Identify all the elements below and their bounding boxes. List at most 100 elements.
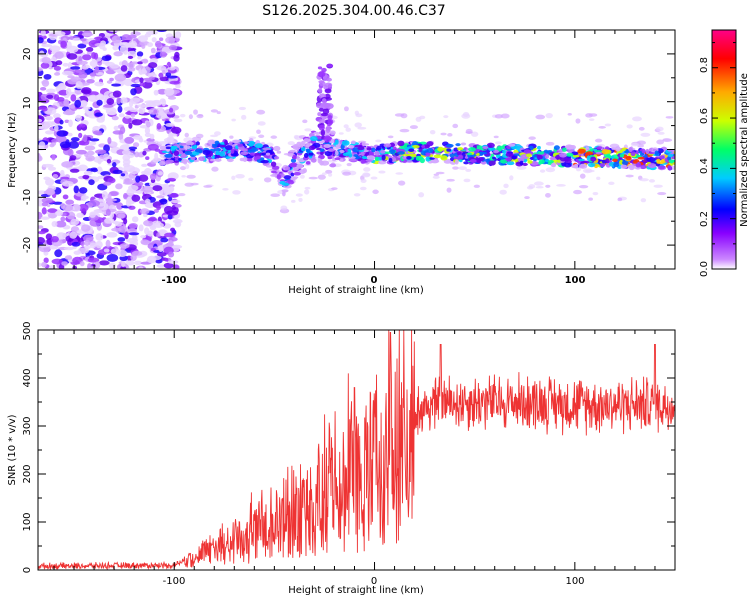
spectrogram-noise-blob — [68, 119, 73, 128]
spectrogram-halo-blob — [308, 176, 318, 180]
spectrogram-noise-blob — [167, 172, 179, 180]
spectrogram-halo-blob — [331, 187, 338, 190]
spectrogram-noise-blob — [165, 122, 175, 127]
spectrogram-halo-blob — [429, 129, 436, 135]
spectrogram-noise-blob — [50, 235, 59, 243]
spectrogram-signal-blob — [479, 151, 488, 155]
spectrogram-noise-blob — [93, 130, 103, 136]
spectrogram-signal-blob — [645, 148, 650, 154]
spectrogram-noise-blob — [94, 149, 107, 154]
spectrogram-signal-blob — [430, 159, 439, 164]
spectrogram-noise-blob — [75, 81, 83, 89]
spectrogram-noise-blob — [74, 99, 82, 108]
spectrogram-noise-blob — [80, 241, 85, 247]
spectrogram-halo-blob — [304, 128, 312, 132]
spectrogram-ytick-3: -10 — [22, 189, 33, 205]
spectrogram-noise-blob — [97, 60, 103, 66]
spectrogram-noise-blob — [41, 106, 48, 112]
spectrogram-signal-blob — [446, 148, 452, 152]
spectrogram-noise-blob — [122, 158, 131, 166]
spectrogram-halo-blob — [317, 174, 326, 180]
spectrogram-halo-blob — [604, 123, 612, 127]
spectrogram-halo-blob — [203, 185, 213, 188]
spectrogram-noise-blob — [153, 208, 159, 213]
spectrogram-noise-blob — [148, 76, 155, 81]
spectrogram-noise-blob — [41, 163, 54, 168]
spectrogram-spike-blob — [326, 124, 331, 132]
spectrogram-signal-blob — [605, 158, 610, 164]
spectrogram-noise-blob — [84, 145, 96, 151]
spectrogram-signal-blob — [165, 146, 171, 150]
spectrogram-signal-blob — [411, 153, 417, 158]
spectrogram-halo-blob — [598, 125, 606, 129]
spectrogram-signal-blob — [658, 165, 665, 170]
spectrogram-noise-blob — [67, 78, 78, 85]
spectrogram-halo-blob — [440, 132, 447, 136]
spectrogram-noise-blob — [141, 163, 148, 167]
spectrogram-halo-blob — [328, 173, 333, 177]
spectrogram-signal-blob — [179, 145, 184, 149]
spectrogram-noise-blob — [79, 261, 85, 267]
spectrogram-halo-blob — [399, 128, 410, 133]
spectrogram-noise-blob — [77, 247, 89, 254]
spectrogram-noise-blob — [62, 194, 69, 200]
spectrogram-noise-blob — [55, 85, 61, 93]
spectrogram-noise-blob — [109, 64, 120, 69]
spectrogram-halo-blob — [524, 196, 530, 200]
spectrogram-noise-blob — [63, 246, 75, 251]
spectrogram-halo-blob — [625, 174, 634, 178]
snr-ylabel: SNR (10 * v/v) — [7, 414, 18, 485]
spectrogram-signal-blob — [198, 156, 206, 162]
spectrogram-halo-blob — [354, 122, 362, 128]
spectrogram-spike-blob — [324, 82, 333, 88]
spectrogram-noise-blob — [144, 100, 156, 104]
spectrogram-noise-blob — [131, 194, 141, 202]
spectrogram-ticks — [38, 29, 676, 270]
spectrogram-signal-blob — [178, 157, 182, 161]
spectrogram-signal-blob — [537, 151, 545, 155]
spectrogram-halo-blob — [363, 167, 371, 172]
spectrogram-halo-blob — [432, 175, 440, 179]
spectrogram-signal-blob — [219, 151, 226, 157]
spectrogram-halo-blob — [342, 171, 352, 176]
spectrogram-noise-blob — [140, 239, 150, 245]
spectrogram-signal-blob — [215, 150, 221, 156]
spectrogram-noise-blob — [112, 169, 123, 174]
spectrogram-signal-blob — [301, 140, 306, 146]
spectrogram-noise-blob — [38, 118, 43, 123]
spectrogram-signal-blob — [194, 148, 203, 153]
spectrogram-halo-blob — [443, 115, 449, 119]
spectrogram-halo-blob — [346, 162, 352, 167]
spectrogram-noise-blob — [128, 122, 133, 129]
spectrogram-noise-blob — [107, 137, 112, 145]
spectrogram-noise-blob — [55, 60, 63, 66]
spectrogram-noise-blob — [128, 223, 138, 229]
spectrogram-noise-blob — [163, 262, 174, 269]
spectrogram-signal-blob — [578, 158, 585, 162]
spectrogram-halo-blob — [545, 192, 551, 198]
spectrogram-noise-blob — [102, 153, 110, 161]
spectrogram-noise-blob — [40, 86, 47, 91]
spectrogram-noise-blob — [81, 89, 91, 94]
spectrogram-halo-blob — [290, 199, 296, 203]
spectrogram-halo-blob — [458, 166, 467, 171]
spectrogram-signal-blob — [563, 163, 572, 168]
spectrogram-halo-blob — [419, 115, 426, 120]
spectrogram-noise-blob — [54, 124, 59, 132]
spectrogram-signal-blob — [361, 159, 366, 164]
spectrogram-noise-blob — [156, 30, 168, 33]
spectrogram-halo-blob — [180, 166, 186, 171]
spectrogram-halo-blob — [626, 124, 633, 129]
spectrogram-signal-blob — [502, 149, 507, 154]
spectrogram-noise-blob — [72, 203, 81, 212]
spectrogram-noise-blob — [117, 249, 128, 258]
spectrogram-signal-blob — [579, 163, 588, 169]
spectrogram-noise-blob — [169, 107, 174, 113]
spectrogram-noise-blob — [157, 171, 163, 176]
spectrogram-signal-blob — [164, 153, 173, 158]
spectrogram-signal-blob — [589, 148, 595, 152]
spectrogram-signal-blob — [237, 143, 244, 147]
spectrogram-signal-blob — [611, 147, 616, 150]
spectrogram-noise-blob — [82, 174, 90, 180]
spectrogram-signal-blob — [383, 143, 392, 148]
